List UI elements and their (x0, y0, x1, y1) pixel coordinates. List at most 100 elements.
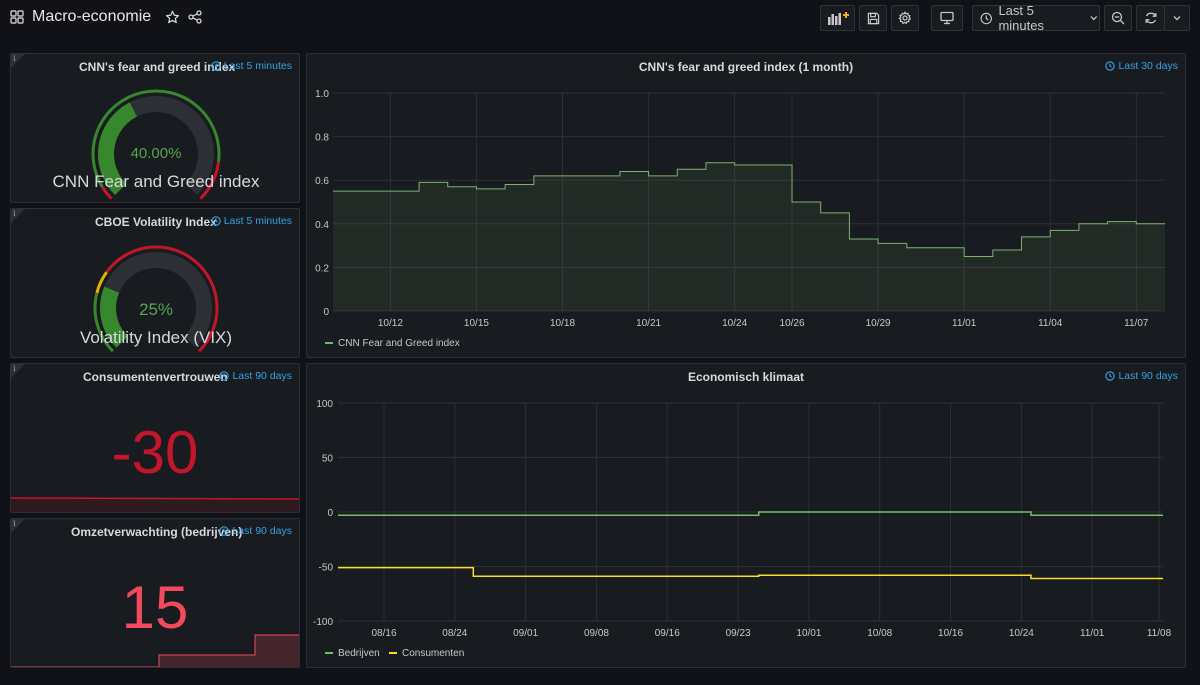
series-area (333, 162, 1165, 311)
add-panel-icon (827, 12, 849, 25)
y-tick-label: 0.8 (315, 133, 329, 144)
gauge-fill (98, 102, 138, 196)
panel-title[interactable]: CBOE Volatility Index (95, 215, 217, 229)
zoom-out-button[interactable] (1104, 5, 1132, 31)
consumer-confidence-panel: i Consumentenvertrouwen Last 90 days -30 (10, 363, 300, 513)
x-tick-label: 10/12 (378, 318, 403, 329)
series-line (338, 566, 1163, 580)
economic-climate-line-chart: -100 -50 0 50 100 08/16 08/24 09/01 09/08 09/16 09… (313, 399, 1172, 659)
legend-label: CNN Fear and Greed index (338, 338, 460, 349)
fear-greed-chart-panel: CNN's fear and greed index (1 month) Las… (306, 53, 1186, 358)
star-icon[interactable] (165, 10, 180, 25)
refresh-interval-dropdown[interactable] (1164, 5, 1190, 31)
x-tick-label: 09/08 (584, 628, 609, 639)
series-line (338, 511, 1163, 517)
x-tick-label: 10/24 (722, 318, 747, 329)
panel-title[interactable]: Consumentenvertrouwen (83, 370, 228, 384)
y-tick-label: 0 (323, 307, 329, 318)
clock-icon (219, 371, 230, 381)
time-picker-label: Last 5 minutes (998, 3, 1044, 33)
save-button[interactable] (859, 5, 887, 31)
gauge-label: Volatility Index (VIX) (80, 328, 232, 347)
time-picker[interactable]: Last 5 minutes (972, 3, 1100, 33)
revenue-expectation-panel: i Omzetverwachting (bedrijven) Last 90 d… (10, 518, 300, 668)
stat-value: -30 (111, 419, 199, 486)
x-tick-label: 11/07 (1124, 318, 1149, 329)
gauge-threshold (95, 271, 108, 294)
x-tick-label: 09/23 (726, 628, 751, 639)
dashboard-title-group: Macro-economie (10, 8, 202, 26)
gear-icon (898, 11, 912, 25)
y-tick-label: 0 (327, 508, 333, 519)
chevron-down-icon (1090, 16, 1098, 21)
panel-title[interactable]: Omzetverwachting (bedrijven) (71, 525, 243, 539)
x-tick-label: 10/29 (866, 318, 891, 329)
add-panel-button[interactable] (820, 5, 855, 31)
y-tick-label: -50 (319, 563, 334, 574)
sparkline (11, 497, 299, 512)
x-tick-label: 11/01 (1080, 628, 1105, 639)
fear-greed-line-chart: 0 0.2 0.4 0.6 0.8 1.0 10/12 10/15 10/18 10/21 10/2… (315, 89, 1165, 349)
save-icon (867, 12, 879, 24)
x-tick-label: 10/15 (464, 318, 489, 329)
clock-icon (219, 526, 230, 536)
x-tick-label: 11/01 (952, 318, 977, 329)
share-icon[interactable] (188, 10, 202, 24)
gauge-threshold (93, 292, 114, 353)
fear-greed-gauge: 40.00% CNN Fear and Greed index (53, 89, 260, 200)
time-range-label: Last 90 days (1118, 370, 1178, 382)
x-tick-label: 10/26 (780, 318, 805, 329)
x-tick-label: 10/08 (867, 628, 892, 639)
legend-label: Bedrijven (338, 648, 380, 659)
tv-mode-button[interactable] (931, 5, 963, 31)
y-tick-label: 50 (322, 454, 334, 465)
y-tick-label: 0.2 (315, 263, 329, 274)
zoom-out-icon (1111, 11, 1125, 25)
economic-climate-panel: Economisch klimaat Last 90 days -100 -50 0… (306, 363, 1186, 668)
tv-icon (940, 11, 954, 25)
x-tick-label: 11/04 (1038, 318, 1063, 329)
x-tick-label: 10/24 (1009, 628, 1034, 639)
panel-info-icon[interactable]: i (11, 209, 25, 223)
clock-icon (1105, 61, 1116, 71)
settings-button[interactable] (891, 5, 919, 31)
refresh-button[interactable] (1136, 5, 1165, 31)
y-tick-label: -100 (313, 617, 333, 628)
panel-title[interactable]: Economisch klimaat (687, 370, 805, 384)
clock-icon (980, 12, 992, 24)
dashboard-title[interactable]: Macro-economie (32, 8, 152, 25)
panel-time-range: Last 90 days (219, 370, 292, 382)
panel-time-range: Last 90 days (1105, 370, 1178, 382)
gauge-threshold (91, 89, 221, 188)
vix-gauge: 25% Volatility Index (VIX) (80, 245, 232, 353)
x-tick-label: 10/21 (636, 318, 661, 329)
x-tick-label: 08/16 (371, 628, 396, 639)
grid-icon[interactable] (10, 10, 24, 24)
fear-greed-gauge-panel: i CNN's fear and greed index Last 5 minu… (10, 53, 300, 203)
panel-title[interactable]: CNN's fear and greed index (79, 60, 236, 74)
y-tick-label: 100 (316, 399, 333, 410)
legend-label: Consumenten (402, 648, 464, 659)
x-tick-label: 10/01 (796, 628, 821, 639)
panel-time-range: Last 30 days (1105, 60, 1178, 72)
gauge-threshold (105, 245, 219, 353)
y-tick-label: 1.0 (315, 89, 329, 100)
y-tick-label: 0.4 (315, 220, 329, 231)
x-tick-label: 08/24 (442, 628, 467, 639)
stat-value: 15 (121, 574, 189, 641)
gauge-value: 25% (139, 300, 173, 319)
panel-info-icon[interactable]: i (11, 519, 25, 533)
y-tick-label: 0.6 (315, 176, 329, 187)
x-tick-label: 09/16 (655, 628, 680, 639)
gauge-label: CNN Fear and Greed index (53, 172, 260, 191)
top-bar: Macro-economie Last 5 minutes (0, 0, 1200, 38)
time-range-label: Last 5 minutes (223, 60, 292, 72)
x-tick-label: 11/08 (1147, 628, 1172, 639)
gauge-threshold (199, 161, 220, 200)
gauge-value: 40.00% (131, 145, 182, 162)
panel-title[interactable]: CNN's fear and greed index (1 month) (638, 60, 854, 74)
panel-time-range: Last 5 minutes (210, 60, 292, 72)
panel-time-range: Last 5 minutes (210, 215, 292, 227)
panel-info-icon[interactable]: i (11, 54, 25, 68)
panel-info-icon[interactable]: i (11, 364, 25, 378)
